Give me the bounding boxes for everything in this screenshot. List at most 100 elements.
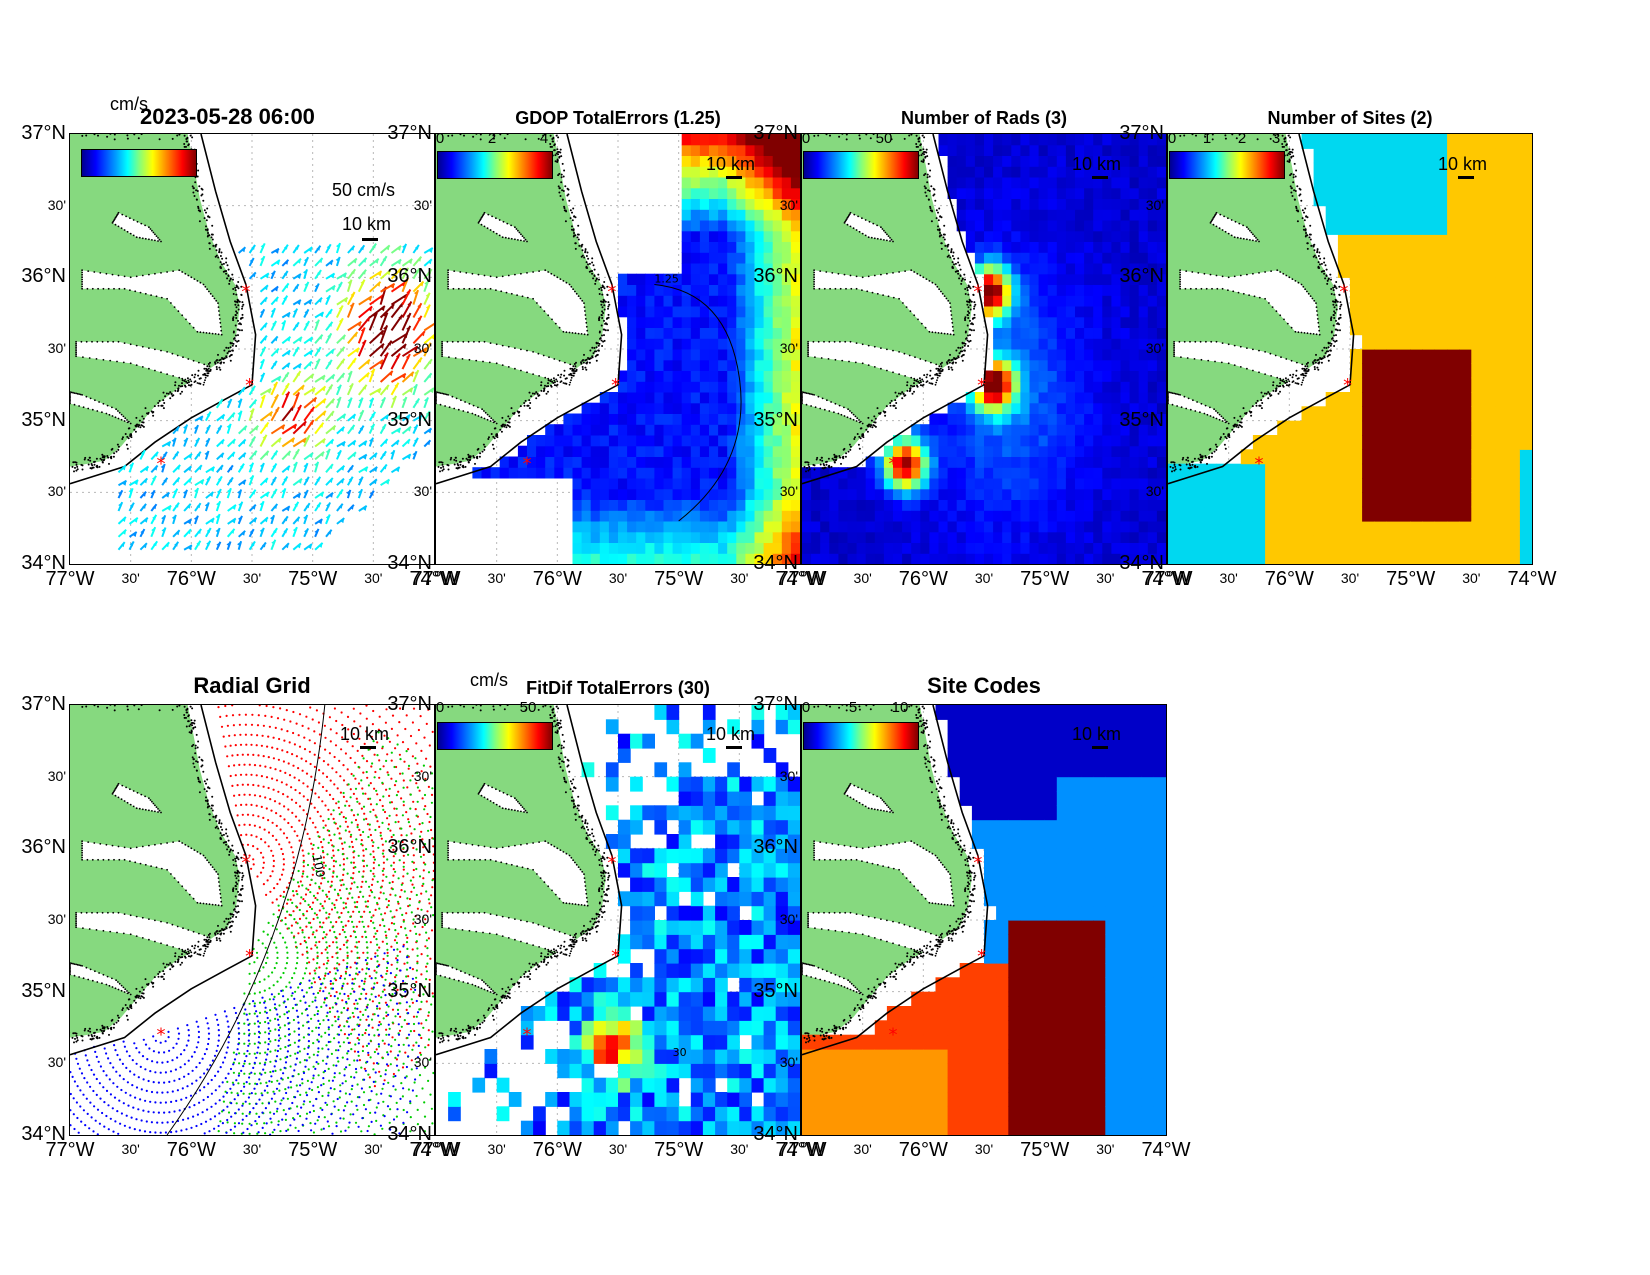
scale-label: 10 km bbox=[342, 214, 392, 234]
colorbar-tick: 10 bbox=[891, 699, 909, 716]
lat-tick-label: 35°N bbox=[1119, 408, 1164, 431]
sound-water bbox=[1210, 212, 1259, 242]
lat-tick-label: 37°N bbox=[387, 122, 432, 144]
lon-tick-label: 75°W bbox=[1020, 568, 1070, 590]
unit-label-p6: cm/s bbox=[470, 670, 508, 690]
radar-site-marker: * bbox=[523, 454, 532, 475]
scale-bar bbox=[726, 746, 742, 749]
lon-tick-label: 30' bbox=[487, 570, 506, 586]
colorbar-tick: 0 bbox=[801, 130, 811, 147]
radial-grid-site bbox=[217, 731, 434, 1135]
lat-tick-label: 35°N bbox=[753, 408, 798, 431]
scale-bar bbox=[360, 746, 376, 749]
scale-label: 10 km bbox=[1438, 154, 1488, 174]
panel-total-currents: * * * bbox=[69, 133, 435, 565]
scale-bar bbox=[362, 238, 378, 241]
sound-water bbox=[814, 841, 954, 906]
colorbar-tick: 0 bbox=[801, 699, 811, 716]
lon-tick-label: 30' bbox=[1096, 1141, 1115, 1157]
lon-tick-label: 30' bbox=[1219, 570, 1238, 586]
lon-tick-label: 30' bbox=[730, 1141, 749, 1157]
colorbar-tick: 2 bbox=[1237, 130, 1247, 147]
data-field bbox=[802, 705, 1166, 1135]
lon-tick-label: 77°W bbox=[411, 568, 461, 590]
barrier-island-line bbox=[1168, 134, 1355, 485]
lat-tick-label: 30' bbox=[779, 767, 798, 784]
lon-tick-label: 77°W bbox=[411, 1139, 461, 1161]
sound-water bbox=[112, 212, 161, 242]
lon-tick-label: 30' bbox=[608, 1141, 628, 1157]
radial-grid-site bbox=[70, 945, 421, 1135]
radar-site-marker: * bbox=[607, 853, 616, 874]
land-mass bbox=[436, 705, 606, 1038]
lon-tick-label: 30' bbox=[364, 1141, 383, 1157]
contour-label: 1.25 bbox=[654, 273, 679, 286]
lon-tick-label: 30' bbox=[242, 1141, 262, 1157]
contour-label: 100 bbox=[310, 854, 328, 879]
lat-tick-label: 30' bbox=[47, 340, 66, 356]
lat-tick-label: 35°N bbox=[753, 979, 798, 1002]
lat-tick-label: 36°N bbox=[1119, 265, 1164, 288]
lat-tick-label: 30' bbox=[413, 483, 432, 500]
lat-tick-label: 34°N bbox=[753, 1123, 798, 1145]
barrier-island-line bbox=[436, 705, 623, 1056]
coastline-dots bbox=[436, 705, 611, 1044]
sound-water bbox=[478, 212, 527, 242]
sound-water bbox=[436, 963, 497, 995]
lat-tick-label: 30' bbox=[47, 911, 66, 927]
lon-tick-label: 76°W bbox=[898, 568, 948, 590]
radar-site-marker: * bbox=[611, 946, 620, 967]
coastline-dots bbox=[802, 134, 977, 473]
panel-radial-grid: 100 * * * bbox=[69, 704, 435, 1136]
lon-tick-label: 30' bbox=[242, 570, 262, 586]
radar-site-marker: * bbox=[607, 282, 616, 303]
radar-site-marker: * bbox=[611, 375, 620, 396]
unit-label-p1: cm/s bbox=[110, 94, 148, 114]
lat-tick-label: 37°N bbox=[1119, 122, 1164, 144]
lat-tick-label: 35°N bbox=[387, 979, 432, 1002]
sound-water bbox=[112, 783, 161, 813]
lon-tick-label: 30' bbox=[1340, 570, 1360, 586]
land-mass bbox=[802, 705, 972, 1038]
depth-contour bbox=[166, 705, 326, 1135]
lon-tick-label: 30' bbox=[487, 1141, 506, 1157]
lon-tick-label: 75°W bbox=[654, 568, 704, 590]
sound-water bbox=[82, 841, 222, 906]
radar-site-marker: * bbox=[889, 1025, 898, 1046]
lat-tick-label: 36°N bbox=[753, 836, 798, 859]
panel-title-radial-grid: Radial Grid bbox=[193, 673, 311, 698]
lat-tick-label: 34°N bbox=[21, 1123, 66, 1145]
lon-tick-label: 77°W bbox=[45, 568, 95, 590]
sound-water bbox=[82, 270, 222, 335]
lon-tick-label: 76°W bbox=[532, 1139, 582, 1161]
sound-water bbox=[448, 270, 588, 335]
sound-water bbox=[76, 912, 210, 956]
colorbar-p4 bbox=[1169, 151, 1285, 179]
data-field bbox=[448, 705, 800, 1135]
sound-water bbox=[442, 912, 576, 956]
data-field bbox=[1168, 134, 1532, 564]
lon-tick-label: 30' bbox=[853, 1141, 872, 1157]
lon-tick-label: 76°W bbox=[166, 568, 216, 590]
colorbar-p6 bbox=[437, 722, 553, 750]
lat-tick-label: 30' bbox=[779, 340, 798, 356]
lon-tick-label: 75°W bbox=[654, 1139, 704, 1161]
radar-site-marker: * bbox=[1343, 375, 1352, 396]
scale-label: 10 km bbox=[340, 724, 390, 744]
lon-tick-label: 30' bbox=[974, 1141, 994, 1157]
lon-tick-label: 30' bbox=[121, 570, 140, 586]
lon-tick-label: 74°W bbox=[775, 568, 825, 590]
lon-tick-label: 77°W bbox=[1143, 568, 1193, 590]
lat-tick-label: 37°N bbox=[753, 122, 798, 144]
radar-site-marker: * bbox=[523, 1025, 532, 1046]
lat-tick-label: 30' bbox=[47, 196, 66, 213]
panel-title-rads: Number of Rads (3) bbox=[900, 108, 1068, 128]
lat-tick-label: 37°N bbox=[21, 693, 66, 715]
lat-tick-label: 36°N bbox=[21, 836, 66, 859]
lat-tick-label: 30' bbox=[413, 196, 432, 213]
land-mass bbox=[1168, 134, 1338, 467]
barrier-island-line bbox=[802, 134, 989, 485]
sound-water bbox=[808, 341, 942, 385]
colorbar-p7 bbox=[803, 722, 919, 750]
scale-label: 10 km bbox=[1072, 724, 1122, 744]
